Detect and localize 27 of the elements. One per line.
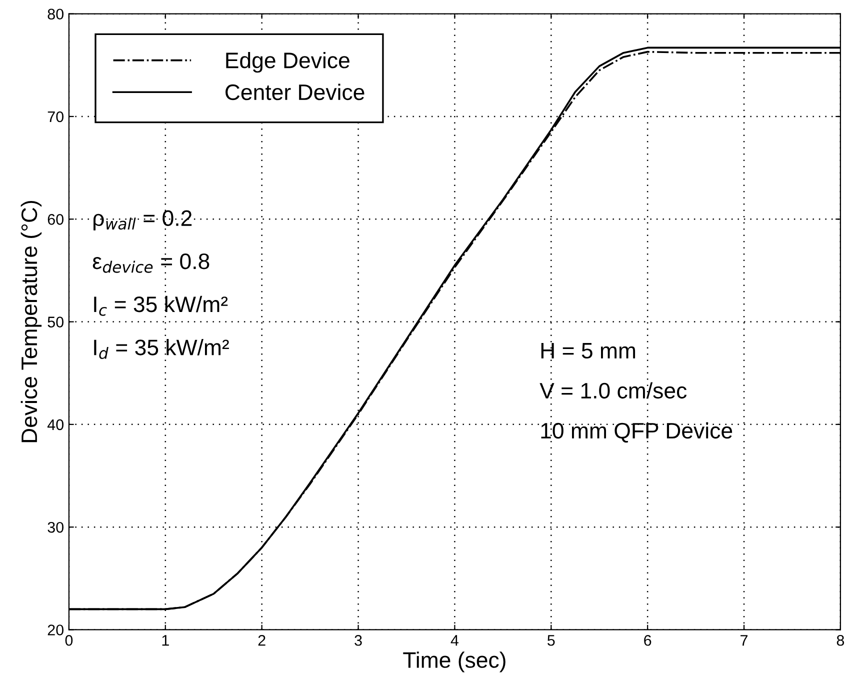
x-tick-label: 0	[65, 634, 73, 646]
x-tick-label: 2	[258, 634, 266, 646]
y-tick-label: 30	[48, 522, 64, 533]
y-tick-label: 40	[47, 419, 64, 430]
annotation: I$_{c}$ = 35 kW/m²	[94, 296, 228, 316]
y-tick-label: 50	[48, 316, 64, 328]
legend-label: Edge Device	[226, 52, 350, 73]
legend-label: Center Device	[226, 84, 364, 100]
annotation: ε$_{device}$ = 0.8	[92, 253, 210, 273]
annotation: ρ$_{wall}$ = 0.2	[94, 210, 192, 230]
x-tick-label: 4	[450, 635, 459, 646]
annotation: H = 5 mm	[541, 343, 636, 359]
x-tick-label: 5	[548, 635, 555, 646]
x-axis-title: Time (sec)	[403, 652, 506, 672]
x-tick-label: 1	[162, 635, 169, 646]
annotation: 10 mm QFP Device	[541, 422, 732, 443]
annotation: I$_{d}$ = 35 kW/m²	[94, 339, 229, 359]
y-axis-title: Device Temperature (°C)	[20, 200, 42, 442]
x-tick-label: 8	[836, 634, 844, 646]
y-tick-label: 80	[48, 8, 64, 20]
x-tick-label: 7	[740, 635, 748, 646]
y-tick-label: 60	[48, 214, 64, 225]
x-tick-label: 3	[354, 634, 362, 646]
x-tick-label: 6	[644, 634, 652, 646]
y-tick-label: 70	[48, 111, 64, 122]
annotation: V = 1.0 cm/sec	[540, 382, 687, 399]
y-tick-label: 20	[48, 624, 64, 636]
